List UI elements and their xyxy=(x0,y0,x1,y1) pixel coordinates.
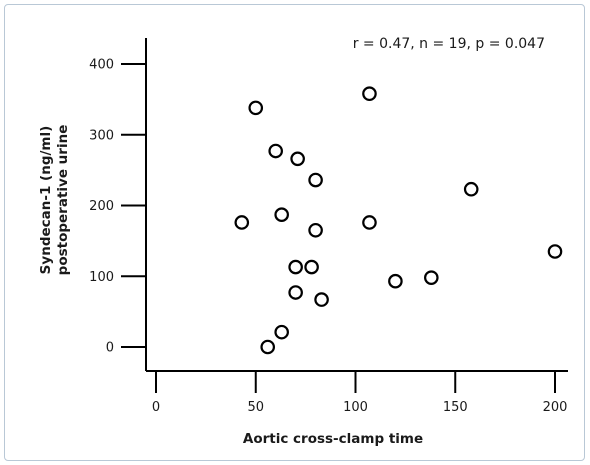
data-point xyxy=(547,244,563,259)
data-point xyxy=(388,273,403,289)
data-point xyxy=(314,292,329,307)
data-points xyxy=(234,86,563,355)
data-point xyxy=(308,222,323,238)
y-tick-label: 400 xyxy=(89,58,114,73)
figure-frame xyxy=(4,4,585,461)
stats-annotation: r = 0.47, n = 19, p = 0.047 xyxy=(353,36,545,52)
data-point xyxy=(288,259,303,275)
x-tick-label: 0 xyxy=(152,400,160,415)
data-point xyxy=(260,339,276,355)
data-point xyxy=(362,86,377,102)
data-point xyxy=(362,215,377,230)
y-tick-label: 100 xyxy=(89,270,114,285)
x-axis-title: Aortic cross-clamp time xyxy=(243,431,423,447)
y-ticks: 0 100 200 300 400 xyxy=(89,58,146,356)
x-ticks: 0 50 100 150 200 xyxy=(152,371,568,415)
y-axis-title: Syndecan-1 (ng/ml) postoperative urine xyxy=(38,125,71,276)
axes xyxy=(145,38,568,372)
data-point xyxy=(274,207,289,222)
data-point xyxy=(248,100,264,116)
y-axis-title-line-2: postoperative urine xyxy=(55,125,71,276)
data-point xyxy=(304,259,319,275)
data-point xyxy=(308,172,323,188)
data-point xyxy=(290,151,305,167)
y-tick-label: 200 xyxy=(89,199,114,214)
x-tick-label: 200 xyxy=(543,400,568,415)
data-point xyxy=(234,215,250,230)
y-tick-label: 0 xyxy=(106,341,114,356)
x-tick-label: 50 xyxy=(247,400,264,415)
data-point xyxy=(463,181,479,197)
y-tick-label: 300 xyxy=(89,128,114,143)
data-point xyxy=(424,270,439,285)
data-point xyxy=(288,285,303,300)
x-tick-label: 100 xyxy=(343,400,368,415)
x-tick-label: 150 xyxy=(443,400,468,415)
data-point xyxy=(268,143,283,159)
data-point xyxy=(274,324,289,340)
y-axis-title-line-1: Syndecan-1 (ng/ml) xyxy=(38,126,54,275)
